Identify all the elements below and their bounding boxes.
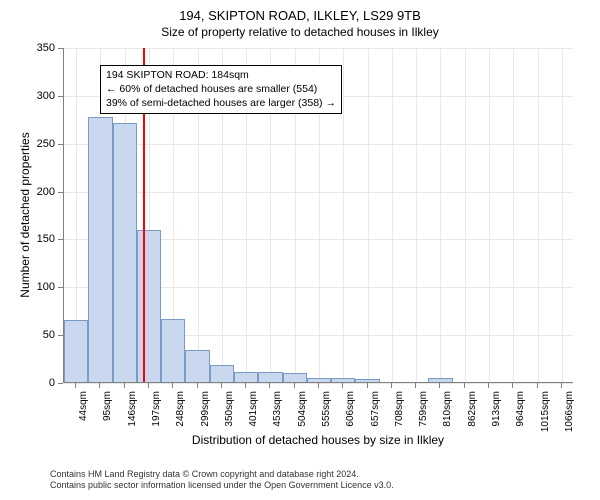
x-tick-label: 95sqm	[102, 391, 113, 441]
histogram-bar	[88, 117, 112, 382]
annotation-box: 194 SKIPTON ROAD: 184sqm← 60% of detache…	[100, 65, 342, 114]
x-tick-label: 299sqm	[200, 391, 211, 441]
y-tick-mark	[58, 144, 63, 145]
x-tick-label: 964sqm	[515, 391, 526, 441]
histogram-bar	[283, 373, 307, 382]
y-tick-label: 150	[29, 233, 55, 245]
histogram-bar	[64, 320, 88, 382]
x-tick-label: 453sqm	[272, 391, 283, 441]
x-tick-label: 657sqm	[370, 391, 381, 441]
x-tick-mark	[342, 383, 343, 388]
annotation-line: 39% of semi-detached houses are larger (…	[106, 97, 336, 111]
x-tick-mark	[439, 383, 440, 388]
x-tick-label: 606sqm	[345, 391, 356, 441]
y-tick-label: 350	[29, 42, 55, 54]
y-tick-label: 300	[29, 90, 55, 102]
x-tick-mark	[294, 383, 295, 388]
y-tick-mark	[58, 48, 63, 49]
y-tick-mark	[58, 192, 63, 193]
chart-title-sub: Size of property relative to detached ho…	[0, 23, 600, 39]
histogram-bar	[331, 378, 355, 382]
x-tick-label: 350sqm	[224, 391, 235, 441]
x-tick-mark	[197, 383, 198, 388]
x-tick-label: 810sqm	[442, 391, 453, 441]
x-tick-label: 708sqm	[394, 391, 405, 441]
histogram-bar	[210, 365, 234, 382]
y-tick-mark	[58, 287, 63, 288]
x-tick-mark	[75, 383, 76, 388]
histogram-bar	[185, 350, 209, 382]
x-tick-mark	[318, 383, 319, 388]
x-tick-mark	[367, 383, 368, 388]
x-tick-mark	[245, 383, 246, 388]
grid-line-vertical	[392, 48, 393, 382]
x-tick-label: 862sqm	[467, 391, 478, 441]
footer-text: Contains HM Land Registry data © Crown c…	[50, 469, 394, 492]
chart-title-main: 194, SKIPTON ROAD, ILKLEY, LS29 9TB	[0, 0, 600, 23]
x-tick-mark	[488, 383, 489, 388]
y-tick-mark	[58, 239, 63, 240]
y-tick-label: 250	[29, 138, 55, 150]
grid-line-vertical	[465, 48, 466, 382]
histogram-bar	[161, 319, 185, 382]
footer-line-2: Contains public sector information licen…	[50, 480, 394, 492]
x-tick-mark	[99, 383, 100, 388]
x-tick-label: 759sqm	[418, 391, 429, 441]
x-tick-label: 146sqm	[127, 391, 138, 441]
x-tick-mark	[464, 383, 465, 388]
x-tick-mark	[561, 383, 562, 388]
x-tick-label: 555sqm	[321, 391, 332, 441]
x-tick-mark	[148, 383, 149, 388]
y-tick-mark	[58, 335, 63, 336]
grid-line-vertical	[368, 48, 369, 382]
x-tick-mark	[172, 383, 173, 388]
x-tick-mark	[221, 383, 222, 388]
x-tick-mark	[391, 383, 392, 388]
y-tick-mark	[58, 96, 63, 97]
x-tick-label: 504sqm	[297, 391, 308, 441]
footer-line-1: Contains HM Land Registry data © Crown c…	[50, 469, 394, 481]
x-tick-label: 401sqm	[248, 391, 259, 441]
y-tick-mark	[58, 383, 63, 384]
x-tick-label: 1066sqm	[564, 391, 575, 441]
y-tick-label: 100	[29, 281, 55, 293]
x-tick-mark	[269, 383, 270, 388]
histogram-bar	[113, 123, 137, 382]
histogram-bar	[258, 372, 282, 382]
histogram-bar	[234, 372, 258, 382]
y-tick-label: 50	[29, 329, 55, 341]
x-tick-label: 913sqm	[491, 391, 502, 441]
y-tick-label: 200	[29, 186, 55, 198]
x-tick-label: 1015sqm	[540, 391, 551, 441]
grid-line-vertical	[416, 48, 417, 382]
x-tick-label: 44sqm	[78, 391, 89, 441]
grid-line-vertical	[513, 48, 514, 382]
x-tick-mark	[537, 383, 538, 388]
histogram-bar	[307, 378, 331, 382]
histogram-bar	[355, 379, 379, 382]
grid-line-vertical	[343, 48, 344, 382]
x-tick-label: 197sqm	[151, 391, 162, 441]
histogram-bar	[428, 378, 452, 382]
grid-line-vertical	[562, 48, 563, 382]
x-tick-label: 248sqm	[175, 391, 186, 441]
x-tick-mark	[512, 383, 513, 388]
histogram-bar	[137, 230, 161, 382]
grid-line-vertical	[489, 48, 490, 382]
annotation-line: ← 60% of detached houses are smaller (55…	[106, 83, 336, 97]
chart-container: 194, SKIPTON ROAD, ILKLEY, LS29 9TB Size…	[0, 0, 600, 500]
annotation-line: 194 SKIPTON ROAD: 184sqm	[106, 69, 336, 83]
grid-line-vertical	[538, 48, 539, 382]
grid-line-vertical	[440, 48, 441, 382]
x-tick-mark	[415, 383, 416, 388]
y-tick-label: 0	[29, 377, 55, 389]
x-tick-mark	[124, 383, 125, 388]
